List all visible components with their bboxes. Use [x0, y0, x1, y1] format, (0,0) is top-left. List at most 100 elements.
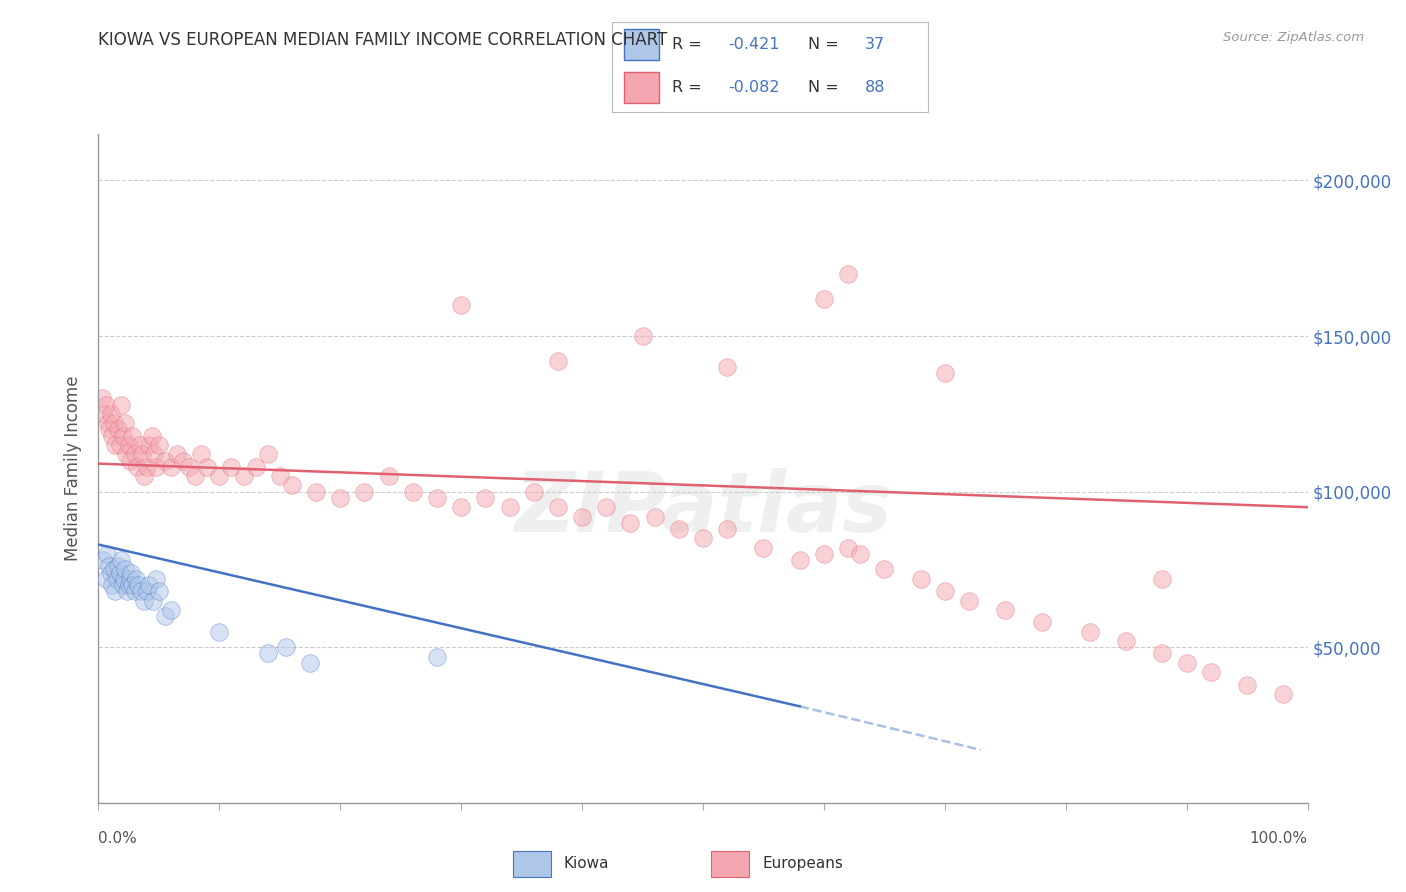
Point: [134, 593, 156, 607]
FancyBboxPatch shape: [711, 851, 749, 877]
Text: Europeans: Europeans: [762, 855, 844, 871]
Point: [135, 459, 157, 474]
Point: [994, 603, 1017, 617]
Point: [716, 360, 738, 375]
Point: [100, 578, 122, 592]
Point: [160, 459, 183, 474]
Point: [498, 500, 520, 515]
Point: [450, 500, 472, 515]
Point: [117, 584, 139, 599]
Point: [849, 547, 872, 561]
Point: [115, 447, 138, 461]
Point: [97, 416, 120, 430]
Point: [143, 447, 166, 461]
Point: [138, 578, 160, 592]
Point: [98, 559, 121, 574]
Point: [1031, 615, 1053, 630]
Point: [426, 649, 449, 664]
Point: [1272, 687, 1295, 701]
Point: [353, 484, 375, 499]
Point: [190, 447, 212, 461]
Point: [129, 584, 152, 599]
Point: [668, 522, 690, 536]
Text: 37: 37: [865, 37, 884, 52]
Text: N =: N =: [808, 37, 838, 52]
Point: [523, 484, 546, 499]
Text: R =: R =: [672, 37, 702, 52]
Point: [100, 566, 122, 580]
Text: R =: R =: [672, 80, 702, 95]
Point: [547, 354, 569, 368]
Point: [142, 593, 165, 607]
Point: [148, 584, 170, 599]
Point: [1115, 634, 1137, 648]
Text: -0.082: -0.082: [728, 80, 780, 95]
Point: [135, 584, 157, 599]
Point: [118, 572, 141, 586]
Point: [813, 547, 835, 561]
Point: [813, 292, 835, 306]
Point: [692, 531, 714, 545]
Point: [121, 578, 143, 592]
Point: [837, 541, 859, 555]
Point: [426, 491, 449, 505]
Point: [934, 584, 956, 599]
Point: [1236, 677, 1258, 691]
Point: [153, 609, 176, 624]
Point: [107, 422, 129, 436]
Point: [145, 459, 167, 474]
Point: [631, 329, 654, 343]
Point: [127, 459, 149, 474]
Text: ZIPatlas: ZIPatlas: [515, 468, 891, 549]
Point: [571, 509, 593, 524]
Point: [208, 469, 231, 483]
Point: [644, 509, 666, 524]
Point: [873, 562, 896, 576]
Point: [934, 367, 956, 381]
Point: [256, 647, 278, 661]
Point: [752, 541, 775, 555]
Point: [91, 392, 114, 406]
Point: [910, 572, 932, 586]
Point: [716, 522, 738, 536]
Point: [91, 553, 114, 567]
Point: [121, 428, 143, 442]
Point: [125, 572, 148, 586]
Text: 88: 88: [865, 80, 886, 95]
Point: [120, 566, 142, 580]
Point: [118, 438, 141, 452]
Point: [172, 453, 194, 467]
Point: [145, 572, 167, 586]
Point: [329, 491, 352, 505]
Point: [1152, 572, 1174, 586]
Text: Kiowa: Kiowa: [564, 855, 609, 871]
Point: [402, 484, 425, 499]
Point: [450, 298, 472, 312]
Point: [208, 624, 231, 639]
Point: [107, 559, 129, 574]
Point: [221, 459, 243, 474]
FancyBboxPatch shape: [624, 72, 659, 103]
Text: Source: ZipAtlas.com: Source: ZipAtlas.com: [1223, 31, 1364, 45]
Point: [134, 469, 156, 483]
Point: [148, 438, 170, 452]
Point: [110, 553, 132, 567]
Point: [103, 416, 125, 430]
Point: [256, 447, 278, 461]
FancyBboxPatch shape: [624, 29, 659, 60]
Text: 0.0%: 0.0%: [98, 831, 138, 847]
FancyBboxPatch shape: [513, 851, 551, 877]
Point: [93, 407, 115, 421]
Point: [100, 407, 122, 421]
Point: [245, 459, 267, 474]
Point: [124, 584, 146, 599]
Point: [141, 428, 163, 442]
Point: [103, 562, 125, 576]
Point: [100, 428, 122, 442]
Point: [153, 453, 176, 467]
Point: [138, 438, 160, 452]
Point: [1175, 656, 1198, 670]
Point: [110, 397, 132, 411]
Point: [118, 453, 141, 467]
Point: [108, 566, 131, 580]
